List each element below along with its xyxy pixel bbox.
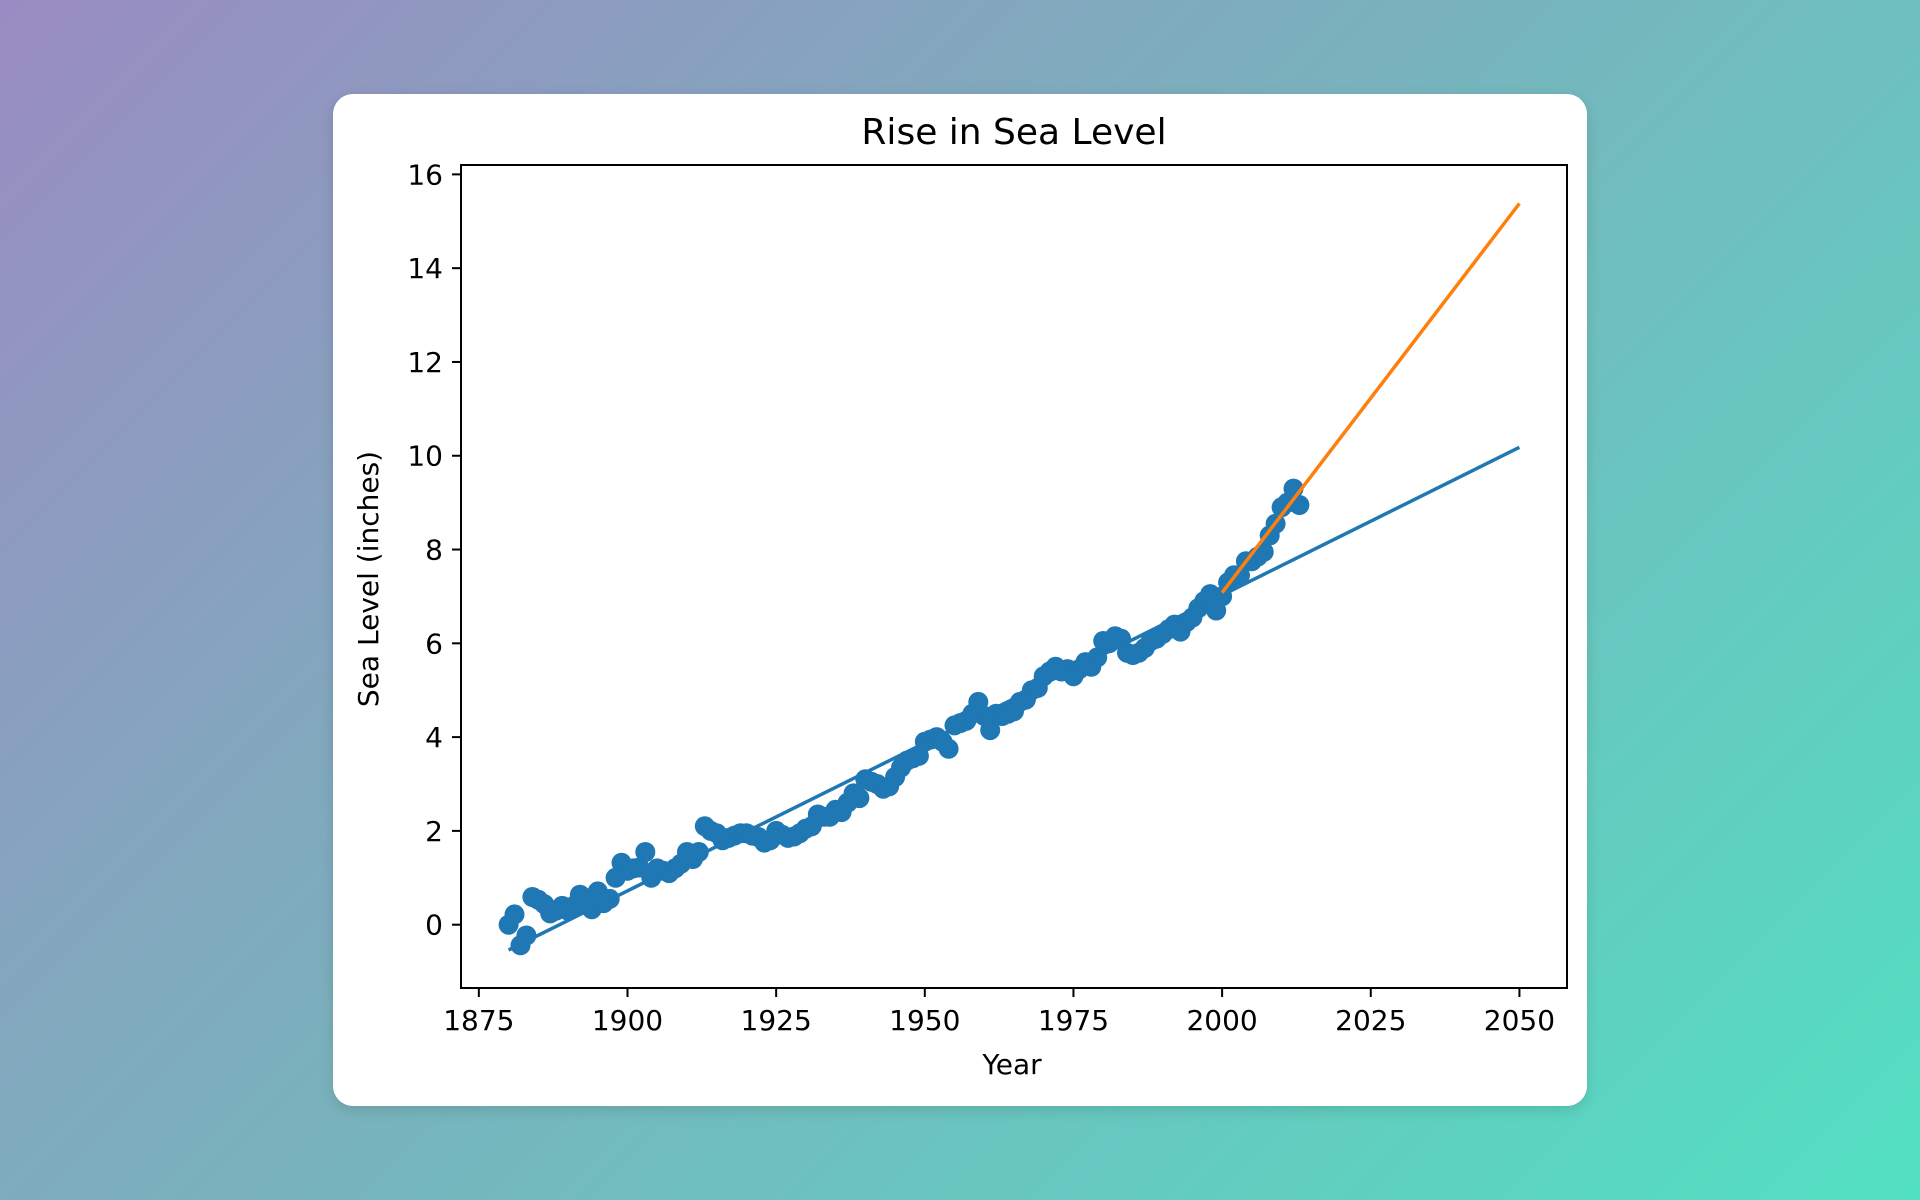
y-tick-label: 4	[425, 721, 443, 754]
x-tick-label: 2025	[1335, 1004, 1406, 1037]
y-tick-label: 14	[407, 252, 443, 285]
y-tick-label: 12	[407, 346, 443, 379]
data-point	[980, 720, 1001, 741]
data-point	[849, 788, 870, 809]
plot-marks	[498, 202, 1521, 956]
y-tick-label: 10	[407, 440, 443, 473]
chart-card: Rise in Sea Level 1875 1900 1925 1950 1975 20…	[333, 94, 1587, 1106]
x-tick-label: 1975	[1038, 1004, 1109, 1037]
x-axis-label: Year	[981, 1048, 1042, 1081]
x-axis: 1875 1900 1925 1950 1975 2000 2025 2050	[443, 988, 1555, 1037]
plot-frame	[460, 164, 1568, 989]
y-tick-label: 8	[425, 534, 443, 567]
data-point	[635, 842, 656, 862]
x-tick-label: 2050	[1484, 1004, 1555, 1037]
x-tick-label: 1925	[741, 1004, 812, 1037]
x-tick-label: 1875	[443, 1004, 514, 1037]
x-tick-label: 1900	[592, 1004, 663, 1037]
sea-level-chart: Rise in Sea Level 1875 1900 1925 1950 1975 20…	[352, 112, 1568, 1081]
y-tick-label: 16	[407, 158, 443, 191]
y-tick-label: 2	[425, 815, 443, 848]
y-tick-label: 0	[425, 909, 443, 942]
x-tick-label: 2000	[1186, 1004, 1257, 1037]
x-tick-label: 1950	[889, 1004, 960, 1037]
fit-line-since-2000	[1220, 202, 1521, 594]
y-axis: 0 2 4 6 8 10 12 14 16	[407, 158, 461, 942]
data-point	[938, 738, 959, 759]
data-point	[504, 904, 525, 925]
fit-line-full-range	[507, 445, 1521, 952]
y-axis-label: Sea Level (inches)	[352, 451, 385, 707]
y-tick-label: 6	[425, 627, 443, 660]
chart-title: Rise in Sea Level	[861, 112, 1166, 153]
